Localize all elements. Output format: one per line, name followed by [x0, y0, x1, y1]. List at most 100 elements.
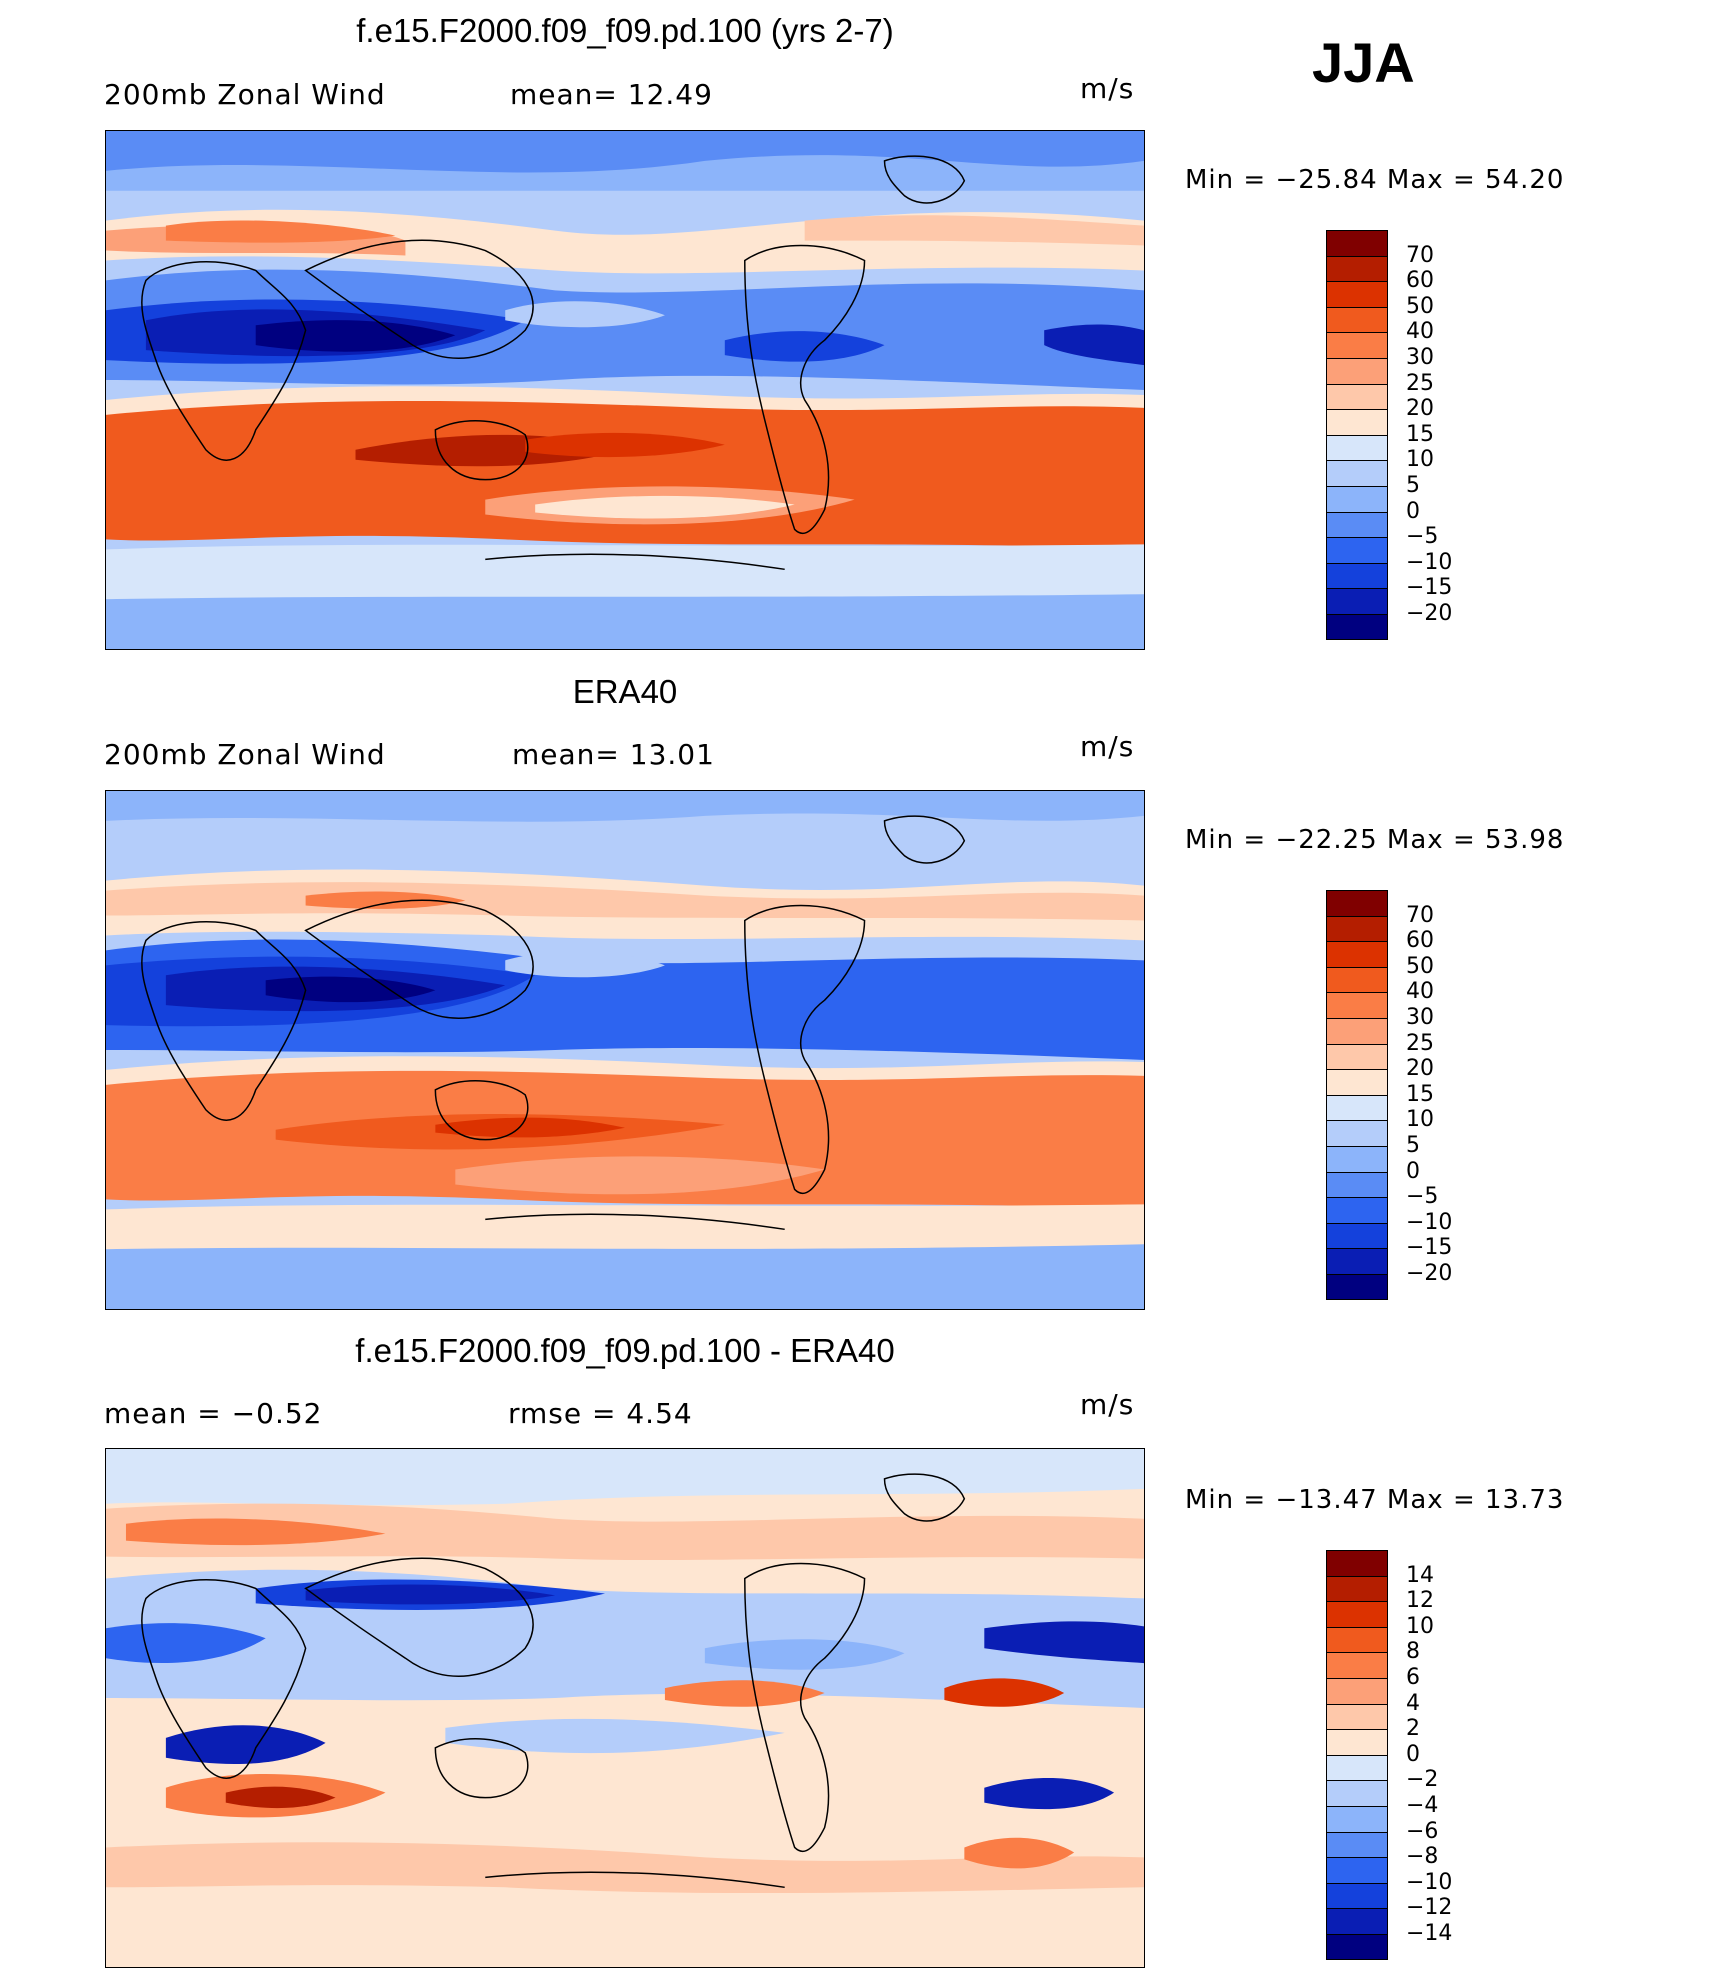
- colorbar-swatch: [1326, 1780, 1388, 1806]
- colorbar-tick-label: −14: [1406, 1921, 1453, 1946]
- colorbar-tick-label: 15: [1406, 1081, 1434, 1107]
- colorbar-tick-label: 15: [1406, 421, 1434, 447]
- colorbar-swatch: [1326, 1018, 1388, 1044]
- panel-1-map: [105, 130, 1145, 650]
- colorbar-tick-label: 40: [1406, 979, 1434, 1005]
- colorbar-swatch: [1326, 992, 1388, 1018]
- panel-3-mean-label: mean = −0.52: [104, 1397, 323, 1430]
- colorbar-swatch: [1326, 1043, 1388, 1070]
- colorbar-tick-label: 25: [1406, 1030, 1434, 1056]
- panel-3-contour-field: [106, 1449, 1144, 1967]
- colorbar-swatch: [1326, 1222, 1388, 1249]
- colorbar-swatch: [1326, 1601, 1388, 1627]
- colorbar-swatch: [1326, 1094, 1388, 1121]
- colorbar-swatch: [1326, 332, 1388, 358]
- colorbar-swatch: [1326, 1248, 1388, 1274]
- panel-2-variable-label: 200mb Zonal Wind: [104, 738, 386, 771]
- colorbar-swatch: [1326, 1197, 1388, 1223]
- colorbar-swatch: [1326, 1575, 1388, 1602]
- panel-3-title: f.e15.F2000.f09_f09.pd.100 - ERA40: [355, 1332, 895, 1369]
- panel-1-colorbar: 70 60 50 40 30 25 20 15 10 5 0 −5 −10 −15 −20: [1326, 230, 1452, 640]
- colorbar-swatch: [1326, 1626, 1388, 1653]
- colorbar-tick-label: 30: [1406, 345, 1434, 370]
- panel-3-colorbar: 14 12 10 8 6 4 2 0 −2 −4 −6 −8 −10 −12 −14: [1326, 1550, 1452, 1960]
- colorbar-tick-label: 60: [1406, 268, 1434, 294]
- colorbar-tick-label: 50: [1406, 293, 1434, 319]
- colorbar-swatch: [1326, 562, 1388, 589]
- colorbar-tick-label: −12: [1406, 1895, 1453, 1921]
- colorbar-swatch: [1326, 1171, 1388, 1198]
- colorbar-tick-label: −20: [1406, 601, 1453, 626]
- colorbar-tick-label: 40: [1406, 319, 1434, 345]
- colorbar-tick-label: 5: [1406, 473, 1420, 498]
- colorbar-tick-label: 10: [1406, 1613, 1434, 1639]
- colorbar-tick-label: 6: [1406, 1665, 1420, 1690]
- colorbar-tick-label: 70: [1406, 242, 1434, 268]
- colorbar-swatch: [1326, 1831, 1388, 1858]
- colorbar-swatch: [1326, 941, 1388, 967]
- colorbar-swatch: [1326, 230, 1388, 256]
- colorbar-swatch: [1326, 1146, 1388, 1172]
- colorbar-swatch: [1326, 966, 1388, 993]
- colorbar-swatch: [1326, 1754, 1388, 1781]
- colorbar-swatch: [1326, 1069, 1388, 1095]
- colorbar-swatch: [1326, 1882, 1388, 1909]
- colorbar-swatch: [1326, 1934, 1388, 1960]
- colorbar-swatch: [1326, 1120, 1388, 1146]
- colorbar-swatch: [1326, 1857, 1388, 1883]
- season-label: JJA: [1312, 31, 1415, 94]
- colorbar-tick-label: 0: [1406, 1158, 1420, 1184]
- colorbar-tick-label: 12: [1406, 1588, 1434, 1614]
- colorbar-swatch: [1326, 1652, 1388, 1678]
- colorbar-tick-label: −6: [1406, 1818, 1439, 1844]
- colorbar-tick-label: −15: [1406, 575, 1453, 601]
- colorbar-swatch: [1326, 409, 1388, 435]
- colorbar-tick-label: 2: [1406, 1716, 1420, 1742]
- colorbar-tick-label: 20: [1406, 1056, 1434, 1082]
- colorbar-tick-label: 5: [1406, 1133, 1420, 1158]
- colorbar-swatch: [1326, 460, 1388, 486]
- colorbar-swatch: [1326, 358, 1388, 384]
- colorbar-tick-label: −5: [1406, 524, 1439, 550]
- colorbar-swatch: [1326, 486, 1388, 512]
- panel-1-mean-label: mean= 12.49: [510, 78, 713, 111]
- colorbar-swatch: [1326, 1806, 1388, 1832]
- colorbar-swatch: [1326, 537, 1388, 563]
- colorbar-swatch: [1326, 1678, 1388, 1704]
- colorbar-tick-label: 8: [1406, 1639, 1420, 1665]
- colorbar-swatch: [1326, 434, 1388, 461]
- panel-1-min-max: Min = −25.84 Max = 54.20: [1185, 165, 1565, 195]
- panel-2-min-max: Min = −22.25 Max = 53.98: [1185, 825, 1565, 855]
- panel-1-title: f.e15.F2000.f09_f09.pd.100 (yrs 2-7): [356, 12, 894, 49]
- panel-2-contour-field: [106, 791, 1144, 1309]
- colorbar-swatch: [1326, 281, 1388, 307]
- colorbar-tick-label: 30: [1406, 1005, 1434, 1030]
- colorbar-tick-label: −15: [1406, 1235, 1453, 1261]
- panel-2-mean-label: mean= 13.01: [512, 738, 715, 771]
- panel-3-rmse-label: rmse = 4.54: [508, 1397, 693, 1430]
- colorbar-swatch: [1326, 1703, 1388, 1730]
- colorbar-tick-label: 25: [1406, 370, 1434, 396]
- colorbar-swatch: [1326, 1550, 1388, 1576]
- colorbar-swatch: [1326, 383, 1388, 410]
- panel-3-min-max: Min = −13.47 Max = 13.73: [1185, 1485, 1565, 1515]
- panel-2-colorbar: 70 60 50 40 30 25 20 15 10 5 0 −5 −10 −15 −20: [1326, 890, 1452, 1300]
- colorbar-tick-label: −4: [1406, 1793, 1439, 1818]
- colorbar-tick-label: −2: [1406, 1767, 1439, 1793]
- colorbar-tick-label: 60: [1406, 928, 1434, 954]
- colorbar-tick-label: 4: [1406, 1690, 1420, 1716]
- colorbar-tick-label: 70: [1406, 902, 1434, 928]
- colorbar-swatch: [1326, 255, 1388, 282]
- colorbar-swatch: [1326, 306, 1388, 333]
- colorbar-tick-label: −10: [1406, 549, 1453, 575]
- colorbar-swatch: [1326, 1274, 1388, 1300]
- colorbar-swatch: [1326, 890, 1388, 916]
- colorbar-tick-label: −20: [1406, 1261, 1453, 1286]
- colorbar-tick-label: 50: [1406, 953, 1434, 979]
- panel-2-map: [105, 790, 1145, 1310]
- colorbar-swatch: [1326, 915, 1388, 942]
- colorbar-tick-label: −8: [1406, 1844, 1439, 1870]
- colorbar-tick-label: −10: [1406, 1869, 1453, 1895]
- panel-3-map: [105, 1448, 1145, 1968]
- panel-1-variable-label: 200mb Zonal Wind: [104, 78, 386, 111]
